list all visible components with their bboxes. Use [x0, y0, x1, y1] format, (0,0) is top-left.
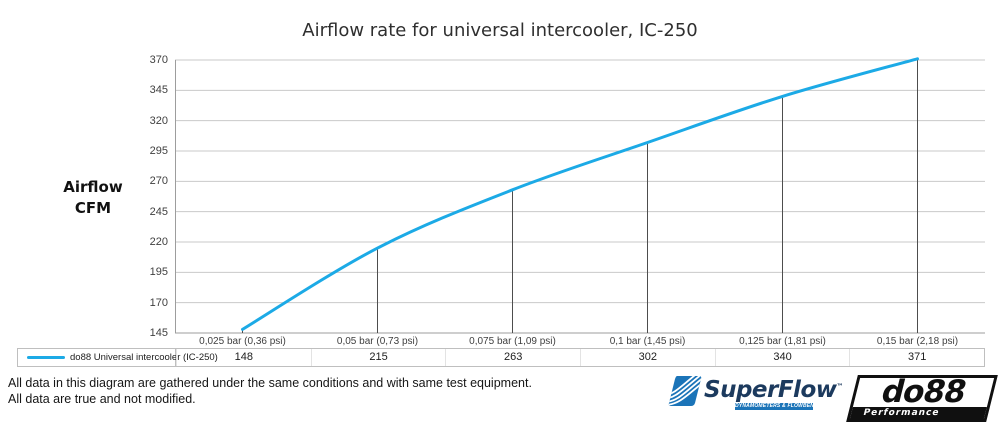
superflow-wordmark: SuperFlow™ — [704, 377, 843, 403]
series-legend-label: do88 Universal intercooler (IC-250) — [70, 352, 218, 363]
y-axis-title-line2: CFM — [74, 199, 112, 217]
superflow-waves-icon — [668, 376, 702, 406]
table-value-cell: 340 — [714, 349, 850, 366]
legend-cell: do88 Universal intercooler (IC-250) — [18, 349, 218, 366]
table-value-cell: 371 — [849, 349, 984, 366]
x-category-label: 0,025 bar (0,36 psi) — [199, 336, 286, 347]
data-table: do88 Universal intercooler (IC-250) 148 2… — [17, 348, 985, 367]
y-tick-label: 195 — [149, 266, 168, 279]
y-tick-label: 320 — [149, 114, 168, 127]
y-tick-label: 245 — [149, 205, 168, 218]
footer-disclaimer: All data in this diagram are gathered un… — [8, 375, 532, 407]
table-value-cell: 263 — [445, 349, 580, 366]
do88-wordmark: do88 — [877, 374, 970, 410]
superflow-logo: SuperFlow™ DYNAMOMETERS & FLOWBENCHES — [668, 375, 843, 411]
do88-tagline: Performance — [849, 407, 987, 420]
y-tick-label: 295 — [149, 145, 168, 157]
footer-line2: All data are true and not modified. — [8, 392, 196, 406]
plot-area — [175, 57, 985, 334]
table-value-cell: 215 — [310, 349, 446, 366]
x-category-label: 0,15 bar (2,18 psi) — [876, 336, 959, 347]
y-tick-label: 270 — [149, 175, 168, 188]
y-tick-label: 370 — [149, 54, 168, 66]
footer-line1: All data in this diagram are gathered un… — [8, 376, 532, 390]
chart-title: Airflow rate for universal intercooler, … — [302, 20, 698, 41]
y-axis-title: Airflow CFM — [38, 177, 148, 219]
superflow-tagline: DYNAMOMETERS & FLOWBENCHES — [735, 403, 813, 410]
x-category-label: 0,1 bar (1,45 psi) — [609, 336, 686, 347]
do88-logo: do88 Performance — [846, 374, 998, 422]
x-category-label: 0,125 bar (1,81 psi) — [739, 336, 826, 347]
series-line-swatch-icon — [27, 356, 65, 359]
table-value-cell: 302 — [580, 349, 715, 366]
series-line — [241, 57, 919, 331]
y-tick-label: 145 — [149, 327, 168, 339]
trademark-symbol: ™ — [836, 382, 844, 391]
y-tick-label: 220 — [149, 236, 168, 248]
y-tick-label: 170 — [149, 296, 168, 309]
x-category-label: 0,075 bar (1,09 psi) — [469, 336, 556, 347]
y-tick-label: 345 — [149, 84, 168, 97]
table-value-cell: 148 — [176, 349, 311, 366]
y-axis-title-line1: Airflow — [63, 178, 123, 196]
x-category-label: 0,05 bar (0,73 psi) — [336, 336, 419, 347]
